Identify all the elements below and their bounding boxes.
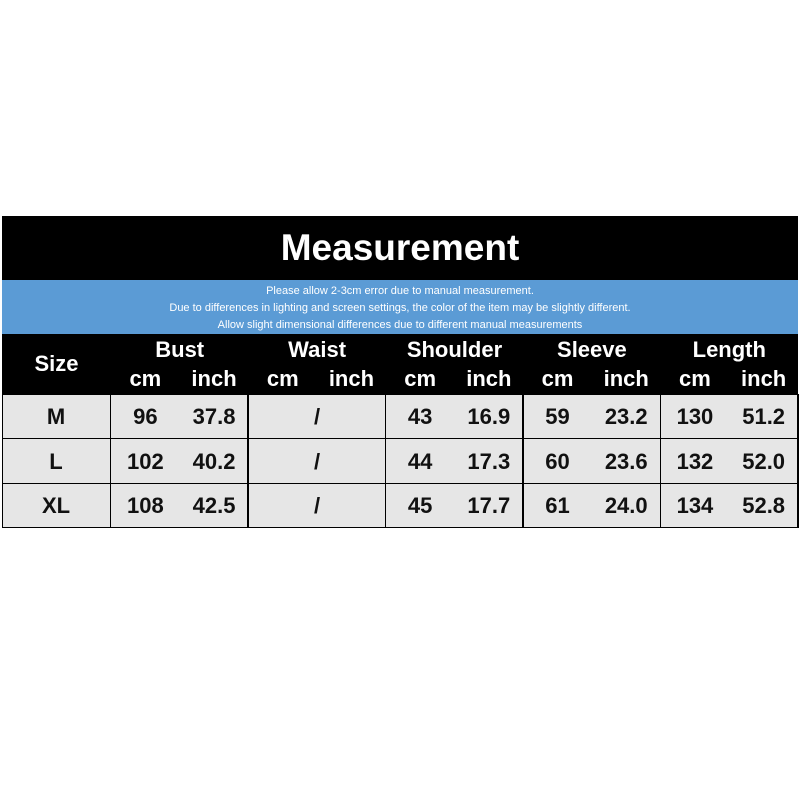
cell: 44 — [407, 448, 433, 474]
group-divider — [659, 484, 662, 528]
cell: 43 — [407, 403, 433, 429]
row-bg — [2, 439, 798, 484]
group-header: Sleeve — [557, 337, 627, 362]
header-bar — [2, 334, 798, 394]
unit-header: inch — [191, 366, 237, 391]
unit-header: cm — [404, 366, 437, 391]
note: Please allow 2-3cm error due to manual m… — [266, 284, 534, 297]
unit-header: cm — [266, 366, 299, 391]
cell: 37.8 — [192, 403, 236, 429]
cell: 23.2 — [604, 403, 648, 429]
cell: 52.8 — [742, 493, 786, 518]
cell: 17.3 — [467, 448, 511, 474]
cell: 60 — [545, 448, 570, 474]
group-header: Waist — [288, 337, 347, 362]
size-cell: M — [2, 394, 111, 439]
note: Due to differences in lighting and scree… — [169, 301, 631, 314]
cell: 96 — [133, 403, 158, 429]
cell: 59 — [545, 403, 570, 429]
cell: 130 — [676, 403, 714, 429]
cell: 108 — [126, 493, 164, 518]
row-bg — [2, 394, 798, 439]
size-cell: L — [2, 439, 111, 484]
group-header: Length — [692, 337, 766, 362]
unit-header: cm — [541, 366, 574, 391]
cell: 16.9 — [467, 403, 511, 429]
group-divider — [797, 484, 799, 528]
group-divider — [384, 484, 387, 528]
cell: 102 — [126, 448, 164, 474]
cell: 61 — [545, 493, 570, 518]
cell: 45 — [407, 493, 433, 518]
unit-header: inch — [466, 366, 512, 391]
group-divider — [247, 394, 249, 439]
group-header: Bust — [155, 337, 205, 362]
notes-bar: Please allow 2-3cm error due to manual m… — [2, 280, 798, 334]
unit-header: inch — [741, 366, 787, 391]
unit-header: inch — [328, 366, 375, 391]
cell: / — [314, 448, 321, 474]
cell: 134 — [676, 493, 714, 518]
title-bar: Measurement — [2, 216, 798, 280]
group-divider — [384, 394, 387, 439]
group-header: Shoulder — [406, 337, 503, 362]
title: Measurement — [280, 227, 520, 268]
cell: 23.6 — [604, 448, 648, 474]
cell: 17.7 — [467, 493, 511, 518]
unit-header: cm — [679, 366, 711, 391]
unit-header: cm — [129, 366, 162, 391]
cell: / — [314, 493, 321, 518]
cell: 132 — [676, 448, 714, 474]
size-cell: XL — [2, 484, 111, 528]
group-divider — [247, 484, 249, 528]
group-divider — [384, 439, 387, 484]
cell: 24.0 — [604, 493, 648, 518]
group-divider — [522, 394, 524, 439]
row-bg — [2, 484, 798, 528]
size-header: Size — [34, 351, 79, 376]
group-divider — [247, 439, 249, 484]
note: Allow slight dimensional differences due… — [217, 318, 583, 331]
cell: 52.0 — [742, 448, 786, 474]
group-divider — [797, 394, 799, 439]
cell: 40.2 — [192, 448, 236, 474]
group-divider — [522, 484, 524, 528]
cell: 42.5 — [192, 493, 236, 518]
group-divider — [659, 439, 662, 484]
group-divider — [659, 394, 662, 439]
unit-header: inch — [603, 366, 649, 391]
group-divider — [797, 439, 799, 484]
cell: / — [314, 403, 321, 429]
group-divider — [522, 439, 524, 484]
cell: 51.2 — [742, 403, 786, 429]
